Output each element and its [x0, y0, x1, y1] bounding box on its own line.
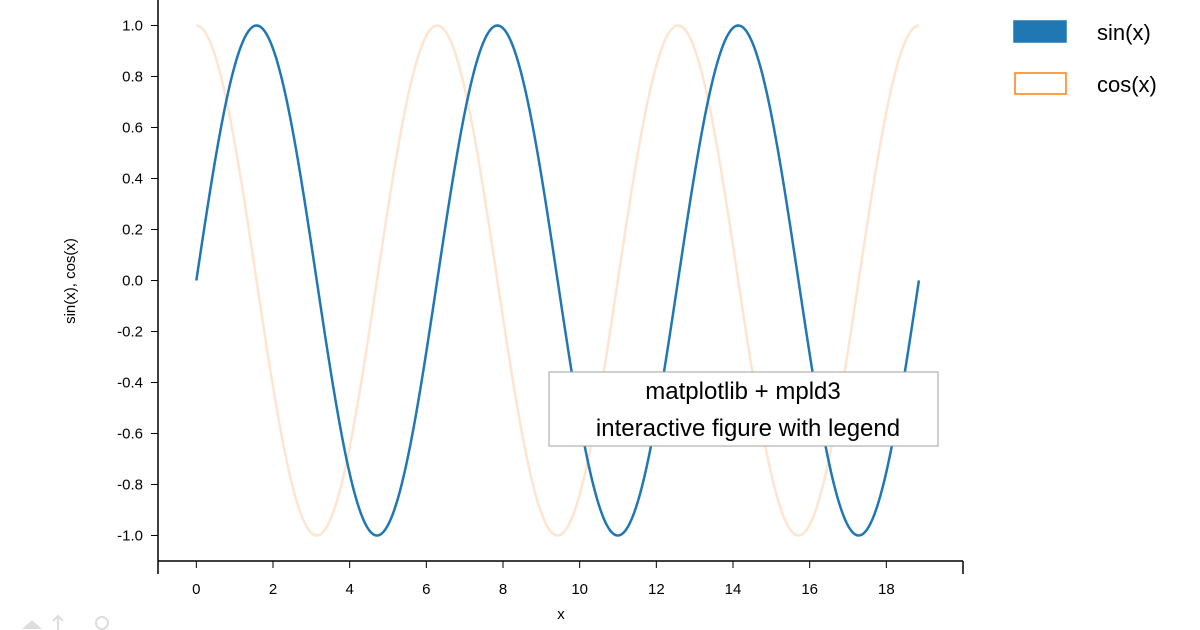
y-tick-label: -0.6: [117, 426, 143, 443]
x-tick-label: 12: [648, 581, 665, 598]
y-tick-label: -0.2: [117, 324, 143, 341]
x-tick-label: 10: [571, 581, 588, 598]
series-line-sin: [195, 24, 921, 537]
legend-label-cos[interactable]: cos(x): [1097, 72, 1157, 97]
y-axis-title: sin(x), cos(x): [62, 238, 79, 324]
series-layer: [195, 24, 921, 537]
y-tick-label: 0.4: [122, 171, 143, 188]
legend-swatch-cos[interactable]: [1014, 72, 1067, 95]
x-tick-label: 16: [801, 581, 818, 598]
annotation-line-1: matplotlib + mpld3: [645, 378, 840, 405]
legend-swatch-sin[interactable]: [1013, 20, 1067, 43]
y-tick-label: -0.8: [117, 477, 143, 494]
home-icon[interactable]: [22, 620, 42, 629]
pan-icon[interactable]: [52, 614, 64, 630]
annotation-line-2: interactive figure with legend: [596, 415, 900, 442]
series-line-cos: [196, 24, 920, 537]
x-tick-label: 14: [725, 581, 742, 598]
y-tick-label: 0.2: [122, 222, 143, 239]
y-tick-label: -0.4: [117, 375, 143, 392]
axes-layer: 0 2 4 6 8 10 12 14 16 18 1.0 0.8 0.6 0.4 0.2 0.0 -0.2 -0.…: [117, 0, 964, 598]
x-tick-label: 6: [422, 581, 430, 598]
legend[interactable]: sin(x) cos(x): [1013, 20, 1157, 97]
y-tick-label: 0.6: [122, 120, 143, 137]
y-tick-label: 0.0: [122, 273, 143, 290]
x-tick-label: 2: [269, 581, 277, 598]
y-tick-label: -1.0: [117, 528, 143, 545]
x-tick-label: 0: [192, 581, 200, 598]
y-tick-label: 1.0: [122, 18, 143, 35]
annotation-box: matplotlib + mpld3 interactive figure wi…: [548, 371, 939, 447]
legend-label-sin[interactable]: sin(x): [1097, 20, 1151, 45]
x-tick-label: 8: [499, 581, 507, 598]
y-tick-label: 0.8: [122, 69, 143, 86]
toolbar: [22, 614, 109, 630]
annotation-frame: [548, 371, 939, 447]
zoom-icon[interactable]: [95, 616, 109, 630]
x-tick-label: 4: [345, 581, 353, 598]
x-tick-label: 18: [878, 581, 895, 598]
x-axis-title: x: [557, 606, 565, 623]
